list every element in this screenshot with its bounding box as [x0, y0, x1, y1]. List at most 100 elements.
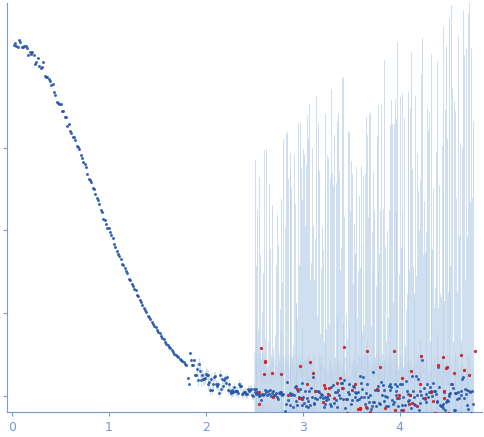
Point	[278, 392, 286, 399]
Point	[336, 417, 344, 424]
Point	[55, 101, 63, 108]
Point	[442, 397, 450, 404]
Point	[417, 391, 424, 398]
Point	[445, 390, 453, 397]
Point	[170, 350, 178, 357]
Point	[294, 394, 302, 401]
Point	[362, 380, 370, 387]
Point	[350, 393, 358, 400]
Point	[433, 361, 441, 368]
Point	[399, 394, 407, 401]
Point	[301, 388, 308, 395]
Point	[350, 380, 358, 387]
Point	[347, 400, 354, 407]
Point	[444, 392, 452, 399]
Point	[186, 350, 194, 357]
Point	[102, 221, 110, 228]
Point	[324, 392, 332, 399]
Point	[428, 379, 436, 386]
Point	[294, 388, 302, 395]
Point	[383, 402, 391, 409]
Point	[291, 397, 299, 404]
Point	[295, 395, 302, 402]
Point	[333, 379, 340, 386]
Point	[236, 382, 243, 389]
Point	[167, 346, 175, 353]
Point	[198, 376, 206, 383]
Point	[456, 388, 464, 395]
Point	[216, 371, 224, 378]
Point	[164, 342, 171, 349]
Point	[143, 312, 151, 319]
Point	[66, 127, 74, 134]
Point	[352, 396, 360, 403]
Point	[81, 160, 89, 167]
Point	[366, 406, 374, 413]
Point	[203, 380, 211, 387]
Point	[337, 380, 345, 387]
Point	[237, 382, 244, 389]
Point	[302, 394, 310, 401]
Point	[415, 381, 423, 388]
Point	[448, 385, 456, 392]
Point	[22, 43, 30, 50]
Point	[456, 352, 464, 359]
Point	[358, 386, 365, 393]
Point	[16, 39, 24, 46]
Point	[247, 392, 255, 399]
Point	[29, 49, 36, 56]
Point	[95, 200, 103, 207]
Point	[64, 121, 72, 128]
Point	[308, 370, 316, 377]
Point	[415, 399, 423, 406]
Point	[437, 402, 445, 409]
Point	[181, 360, 189, 367]
Point	[391, 406, 398, 413]
Point	[282, 401, 289, 408]
Point	[331, 396, 339, 403]
Point	[314, 388, 322, 395]
Point	[402, 388, 410, 395]
Point	[419, 385, 427, 392]
Point	[423, 380, 430, 387]
Point	[417, 357, 425, 364]
Point	[374, 386, 381, 393]
Point	[224, 381, 232, 388]
Point	[460, 367, 468, 374]
Point	[62, 113, 70, 120]
Point	[196, 368, 203, 375]
Point	[390, 381, 398, 388]
Point	[435, 401, 443, 408]
Point	[403, 391, 410, 398]
Point	[378, 382, 386, 388]
Point	[297, 379, 305, 386]
Point	[180, 359, 187, 366]
Point	[90, 186, 98, 193]
Point	[190, 357, 197, 364]
Point	[394, 395, 402, 402]
Point	[387, 383, 394, 390]
Point	[47, 82, 55, 89]
Point	[70, 133, 77, 140]
Point	[417, 417, 425, 424]
Point	[121, 265, 128, 272]
Point	[370, 399, 378, 406]
Point	[133, 291, 140, 298]
Point	[269, 391, 277, 398]
Point	[207, 375, 215, 382]
Point	[98, 208, 106, 215]
Point	[270, 392, 278, 399]
Point	[398, 406, 406, 413]
Point	[443, 409, 451, 416]
Point	[269, 388, 276, 395]
Point	[404, 397, 411, 404]
Point	[15, 37, 23, 44]
Point	[228, 388, 236, 395]
Point	[421, 395, 428, 402]
Point	[348, 383, 356, 390]
Point	[296, 395, 304, 402]
Point	[408, 387, 416, 394]
Point	[375, 417, 383, 424]
Point	[229, 388, 237, 395]
Point	[76, 145, 83, 152]
